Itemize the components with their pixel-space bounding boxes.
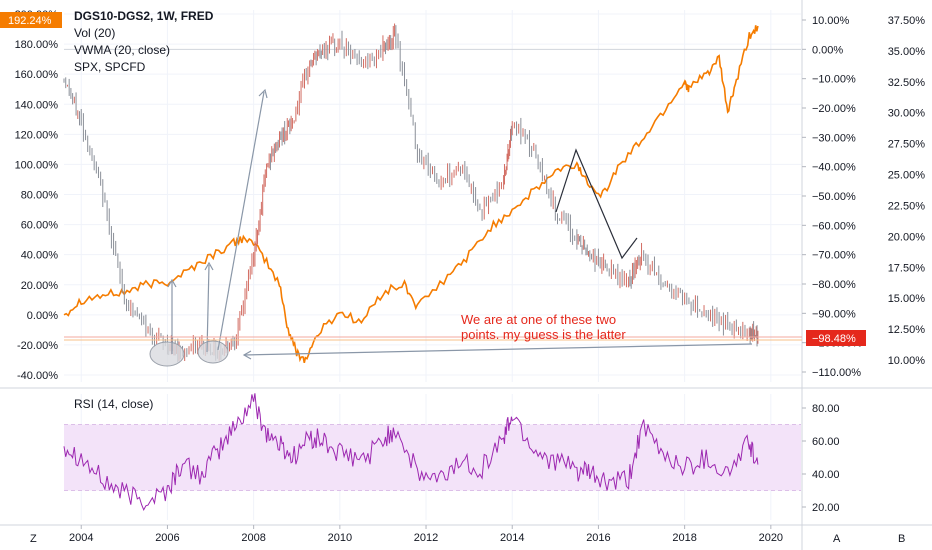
legend-spx[interactable]: SPX, SPCFD [74, 60, 146, 74]
left-axis-tick: 180.00% [15, 39, 59, 51]
right-axis-tick: −90.00% [812, 308, 856, 320]
yield-axis-tick: 22.50% [888, 200, 926, 212]
rsi-band [64, 424, 801, 491]
right-axis-yield[interactable]: 37.50% 35.00% 32.50% 30.00% 27.50% 25.00% 22.5… [888, 15, 926, 367]
time-axis-tick: 2020 [759, 532, 783, 544]
rsi-axis-tick: 20.00 [812, 502, 840, 514]
right-axis-tick: −70.00% [812, 250, 856, 262]
left-axis-tick: 160.00% [15, 69, 59, 81]
arrow-up-2006-head [167, 278, 177, 288]
time-axis-tick: 2016 [586, 532, 610, 544]
yield-axis-tick: 32.50% [888, 77, 926, 89]
arrow-up-2007-head [204, 261, 214, 271]
left-axis-tick: 140.00% [15, 99, 59, 111]
badge-spread-last: −98.48% [812, 333, 856, 345]
left-axis-tick: -20.00% [17, 340, 58, 352]
left-axis-tick: 100.00% [15, 159, 59, 171]
yield-axis-tick: 17.50% [888, 262, 926, 274]
left-axis[interactable]: 200.00%180.00%160.00%140.00%120.00%100.0… [15, 9, 59, 382]
yield-axis-tick: 35.00% [888, 46, 926, 58]
time-axis[interactable]: 2004 2006 2008 2010 2012 2014 2016 2018 2020 [69, 525, 783, 544]
badge-spx-last: 192.24% [8, 15, 52, 27]
rsi-line [63, 393, 759, 511]
rsi-axis-tick: 60.00 [812, 436, 840, 448]
highlight-ellipse-2007[interactable] [197, 340, 229, 364]
right-axis-tick: −80.00% [812, 279, 856, 291]
time-axis-tick: 2012 [414, 532, 438, 544]
right-axis-tick: 0.00% [812, 44, 843, 56]
rsi-axis-tick: 40.00 [812, 469, 840, 481]
highlight-ellipse-2006[interactable] [149, 341, 185, 367]
time-axis-tick: 2014 [500, 532, 524, 544]
rsi-axis-tick: 80.00 [812, 403, 840, 415]
series-spx [63, 25, 759, 363]
pattern-lines-2015[interactable] [555, 148, 638, 260]
right-axis-tick: −50.00% [812, 191, 856, 203]
arrow-up-2008[interactable] [217, 91, 265, 351]
yield-axis-tick: 30.00% [888, 108, 926, 120]
grid-main [64, 10, 801, 382]
left-axis-tick: -40.00% [17, 370, 58, 382]
left-axis-tick: 80.00% [21, 190, 59, 202]
arrow-up-2007[interactable] [206, 264, 210, 353]
left-axis-tick: 40.00% [21, 250, 59, 262]
left-axis-tick: 120.00% [15, 129, 59, 141]
annotation-line-1[interactable]: We are at one of these two [461, 312, 616, 327]
legend-rsi[interactable]: RSI (14, close) [74, 397, 153, 411]
legend-vol[interactable]: Vol (20) [74, 26, 115, 40]
legend-vwma[interactable]: VWMA (20, close) [74, 43, 170, 57]
time-axis-tick: 2018 [672, 532, 696, 544]
left-axis-tick: 60.00% [21, 220, 59, 232]
yield-axis-tick: 12.50% [888, 324, 926, 336]
spx-line [63, 25, 759, 363]
annotation-line-2[interactable]: points. my guess is the latter [461, 327, 626, 342]
auto-scale-toggle[interactable]: A [833, 533, 841, 545]
time-axis-tick: 2010 [328, 532, 352, 544]
right-axis-tick: −10.00% [812, 74, 856, 86]
time-axis-tick: 2004 [69, 532, 93, 544]
log-scale-toggle[interactable]: B [898, 533, 905, 545]
yield-axis-tick: 37.50% [888, 15, 926, 27]
arrow-up-2008-head [258, 88, 268, 99]
series-rsi [63, 393, 759, 511]
badge-spx-last-bg [0, 12, 62, 28]
right-axis-tick: −30.00% [812, 132, 856, 144]
right-axis-tick: −110.00% [812, 367, 861, 379]
right-axis-tick: −20.00% [812, 103, 856, 115]
right-axis-tick: −60.00% [812, 220, 856, 232]
yield-axis-tick: 20.00% [888, 231, 926, 243]
yield-axis-tick: 27.50% [888, 139, 926, 151]
left-axis-tick: 0.00% [27, 310, 58, 322]
right-axis-tick: 10.00% [812, 15, 850, 27]
right-axis-spread[interactable]: 10.00% 0.00% −10.00% −20.00% −30.00% −40.00% −… [802, 15, 862, 379]
yield-axis-tick: 10.00% [888, 355, 926, 367]
drawings [64, 88, 802, 367]
zoom-reset-label[interactable]: Z [30, 533, 37, 545]
time-axis-tick: 2006 [155, 532, 179, 544]
rsi-axis[interactable]: 80.00 60.00 40.00 20.00 [802, 403, 840, 514]
arrow-back-head [242, 350, 252, 360]
right-axis-tick: −40.00% [812, 162, 856, 174]
time-axis-tick: 2008 [241, 532, 265, 544]
left-axis-tick: 20.00% [21, 280, 59, 292]
yield-axis-tick: 15.00% [888, 293, 926, 305]
badge-spread-last-bg [806, 330, 866, 346]
arrow-back-to-2007[interactable] [243, 343, 753, 356]
legend-main-title[interactable]: DGS10-DGS2, 1W, FRED [74, 9, 214, 23]
yield-axis-tick: 25.00% [888, 170, 926, 182]
